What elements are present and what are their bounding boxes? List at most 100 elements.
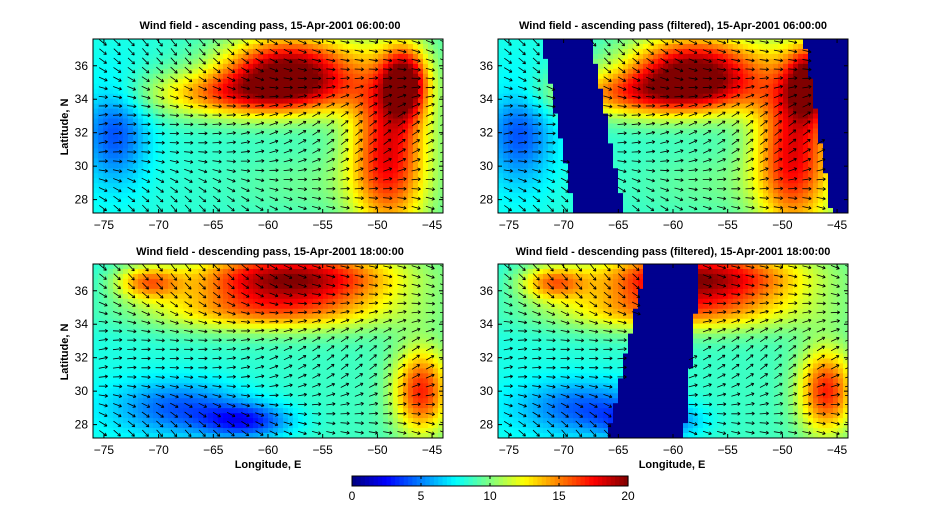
heatmap-cell <box>783 53 789 60</box>
heatmap-cell <box>548 63 554 70</box>
heatmap-cell <box>538 53 544 60</box>
wind-vector <box>269 187 279 192</box>
heatmap-cell <box>138 113 144 120</box>
heatmap-cell <box>153 108 159 115</box>
wind-vector <box>425 111 435 117</box>
heatmap-cell <box>438 133 443 140</box>
heatmap-cell <box>128 168 134 174</box>
heatmap-cell <box>93 138 99 144</box>
heatmap-cell <box>508 39 514 45</box>
heatmap-cell <box>373 208 379 213</box>
heatmap-cell <box>163 153 169 159</box>
heatmap-cell <box>238 78 244 85</box>
heatmap-cell <box>418 123 424 130</box>
heatmap-cell <box>588 118 594 125</box>
heatmap-cell <box>328 53 334 60</box>
wind-vector <box>440 196 443 199</box>
heatmap-cell <box>383 113 389 120</box>
heatmap-cell <box>538 163 544 169</box>
heatmap-cell <box>628 173 634 179</box>
heatmap-cell <box>388 133 394 140</box>
heatmap-cell <box>558 48 564 55</box>
heatmap-cell <box>148 178 154 184</box>
heatmap-cell <box>513 168 519 174</box>
heatmap-cell <box>108 58 114 65</box>
heatmap-cell <box>703 48 709 55</box>
heatmap-cell <box>218 188 224 194</box>
heatmap-cell <box>148 138 154 144</box>
wind-vector <box>127 177 137 183</box>
wind-vector <box>127 186 136 193</box>
heatmap-cell <box>593 143 599 149</box>
heatmap-cell <box>323 53 329 60</box>
heatmap-cell <box>98 163 104 169</box>
heatmap-cell <box>533 163 539 169</box>
heatmap-cell <box>418 48 424 55</box>
heatmap-cell <box>383 48 389 55</box>
heatmap-cell <box>178 188 184 194</box>
wind-vector <box>425 40 435 45</box>
wind-vector <box>425 49 435 54</box>
heatmap-cell <box>138 63 144 70</box>
heatmap-cell <box>388 108 394 115</box>
heatmap-cell <box>143 203 149 209</box>
heatmap-cell <box>733 68 739 75</box>
heatmap-cell <box>638 128 644 135</box>
heatmap-cell <box>303 153 309 159</box>
heatmap-cell <box>608 163 614 169</box>
heatmap-cell <box>163 68 169 75</box>
heatmap-cell <box>268 73 274 80</box>
heatmap-cell <box>703 133 709 140</box>
heatmap-cell <box>233 183 239 189</box>
wind-vector <box>227 195 235 202</box>
heatmap-cell <box>753 183 759 189</box>
heatmap-cell <box>703 143 709 149</box>
heatmap-cell <box>323 153 329 159</box>
heatmap-cell <box>578 143 584 149</box>
heatmap-cell <box>658 43 664 50</box>
heatmap-cell <box>338 93 344 100</box>
heatmap-cell <box>213 143 219 149</box>
heatmap-cell <box>333 58 339 65</box>
heatmap-cell <box>588 153 594 159</box>
heatmap-cell <box>498 63 504 70</box>
heatmap-cell <box>698 198 704 204</box>
heatmap-cell <box>703 153 709 159</box>
heatmap-cell <box>418 93 424 100</box>
heatmap-cell <box>248 103 254 110</box>
heatmap-cell <box>373 173 379 179</box>
heatmap-cell <box>398 143 404 149</box>
wind-vector <box>156 195 164 203</box>
heatmap-cell <box>123 183 129 189</box>
heatmap-cell <box>673 88 679 95</box>
heatmap-cell <box>543 198 549 204</box>
heatmap-cell <box>223 198 229 204</box>
wind-vector <box>383 111 392 118</box>
heatmap-cell <box>263 63 269 70</box>
heatmap-cell <box>508 118 514 125</box>
heatmap-cell <box>423 123 429 130</box>
heatmap-cell <box>513 53 519 60</box>
heatmap-cell <box>178 103 184 110</box>
wind-vector <box>312 67 322 72</box>
heatmap-cell <box>518 68 524 75</box>
heatmap-cell <box>113 133 119 140</box>
heatmap-cell <box>308 78 314 85</box>
heatmap-cell <box>193 63 199 70</box>
heatmap-cell <box>758 163 764 169</box>
heatmap-cell <box>518 193 524 199</box>
heatmap-cell <box>728 183 734 189</box>
heatmap-cell <box>233 193 239 199</box>
heatmap-cell <box>618 178 624 184</box>
heatmap-cell <box>518 123 524 130</box>
wind-vector <box>142 57 149 65</box>
heatmap-cell <box>393 183 399 189</box>
heatmap-cell <box>438 178 443 184</box>
heatmap-cell <box>318 53 324 60</box>
wind-vector <box>241 67 250 73</box>
heatmap-cell <box>568 168 574 174</box>
heatmap-cell <box>608 203 614 209</box>
heatmap-cell <box>248 68 254 75</box>
heatmap-cell <box>783 183 789 189</box>
heatmap-cell <box>203 133 209 140</box>
